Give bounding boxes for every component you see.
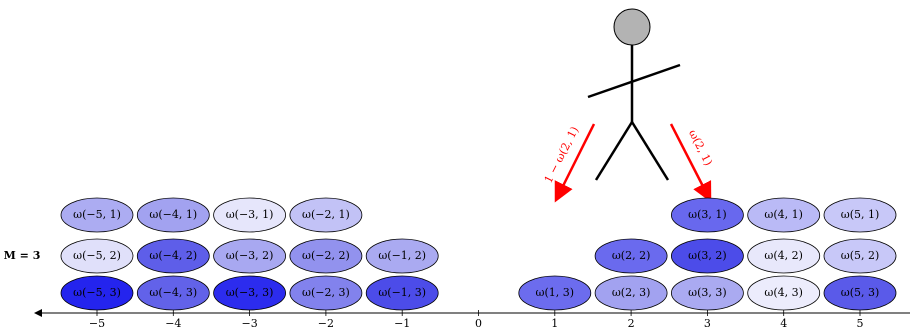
arrow-label: 1 − ω(2, 1) <box>542 124 582 185</box>
cell-label: ω(−1, 2) <box>378 249 426 262</box>
cell-label: ω(−4, 1) <box>149 208 197 221</box>
tick-label: −2 <box>318 317 334 330</box>
tick-label: −4 <box>165 317 181 330</box>
tick-label: −1 <box>394 317 410 330</box>
cell-label: ω(−5, 2) <box>73 249 121 262</box>
cell-label: ω(−4, 3) <box>149 286 197 299</box>
cell-label: ω(−3, 3) <box>226 286 274 299</box>
tick-label: 5 <box>857 317 864 330</box>
cell-label: ω(3, 3) <box>688 286 727 299</box>
stick-figure <box>588 9 680 180</box>
cell-label: ω(4, 1) <box>764 208 803 221</box>
diagram: 1 − ω(2, 1) ω(2, 1) M = 3 −5−4−3−2−10123… <box>0 0 919 332</box>
tick-label: 4 <box>780 317 787 330</box>
cell-label: ω(−2, 2) <box>302 249 350 262</box>
cell-label: ω(2, 2) <box>612 249 651 262</box>
tick-label: 3 <box>704 317 711 330</box>
cell-label: ω(4, 2) <box>764 249 803 262</box>
cell-label: ω(5, 1) <box>841 208 880 221</box>
cell-label: ω(5, 2) <box>841 249 880 262</box>
cell-label: ω(4, 3) <box>764 286 803 299</box>
cell-label: ω(−5, 1) <box>73 208 121 221</box>
row-label: M = 3 <box>4 249 41 262</box>
tick-label: 2 <box>628 317 635 330</box>
cell-label: ω(−3, 2) <box>226 249 274 262</box>
cell-label: ω(−2, 3) <box>302 286 350 299</box>
tick-label: −5 <box>89 317 105 330</box>
cell-label: ω(2, 3) <box>612 286 651 299</box>
cell-label: ω(−3, 1) <box>226 208 274 221</box>
cell-label: ω(−4, 2) <box>149 249 197 262</box>
cell-label: ω(5, 3) <box>841 286 880 299</box>
cell-label: ω(3, 2) <box>688 249 727 262</box>
cell-label: ω(3, 1) <box>688 208 727 221</box>
cell-label: ω(1, 3) <box>536 286 575 299</box>
cell-label: ω(−2, 1) <box>302 208 350 221</box>
tick-label: 1 <box>551 317 558 330</box>
tick-label: −3 <box>241 317 257 330</box>
cell-label: ω(−1, 3) <box>378 286 426 299</box>
cell-label: ω(−5, 3) <box>73 286 121 299</box>
tick-label: 0 <box>475 317 482 330</box>
